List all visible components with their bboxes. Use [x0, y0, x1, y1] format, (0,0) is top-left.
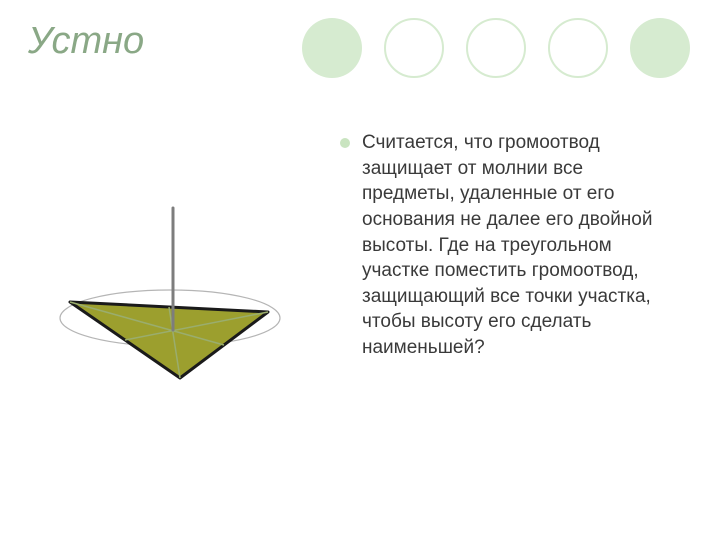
lightning-rod-figure	[30, 190, 310, 400]
body-text: Считается, что громоотвод защищает от мо…	[362, 130, 680, 361]
decor-circle	[548, 18, 608, 78]
decor-circle	[630, 18, 690, 78]
decor-circle	[384, 18, 444, 78]
text-column: Считается, что громоотвод защищает от мо…	[340, 130, 710, 400]
page-title: Устно	[28, 20, 144, 63]
bullet-item: Считается, что громоотвод защищает от мо…	[340, 130, 680, 361]
decor-circle	[466, 18, 526, 78]
figure-column	[0, 130, 340, 400]
bullet-icon	[340, 138, 350, 148]
content-area: Считается, что громоотвод защищает от мо…	[0, 130, 720, 400]
decor-circles	[302, 18, 690, 78]
decor-circle	[302, 18, 362, 78]
